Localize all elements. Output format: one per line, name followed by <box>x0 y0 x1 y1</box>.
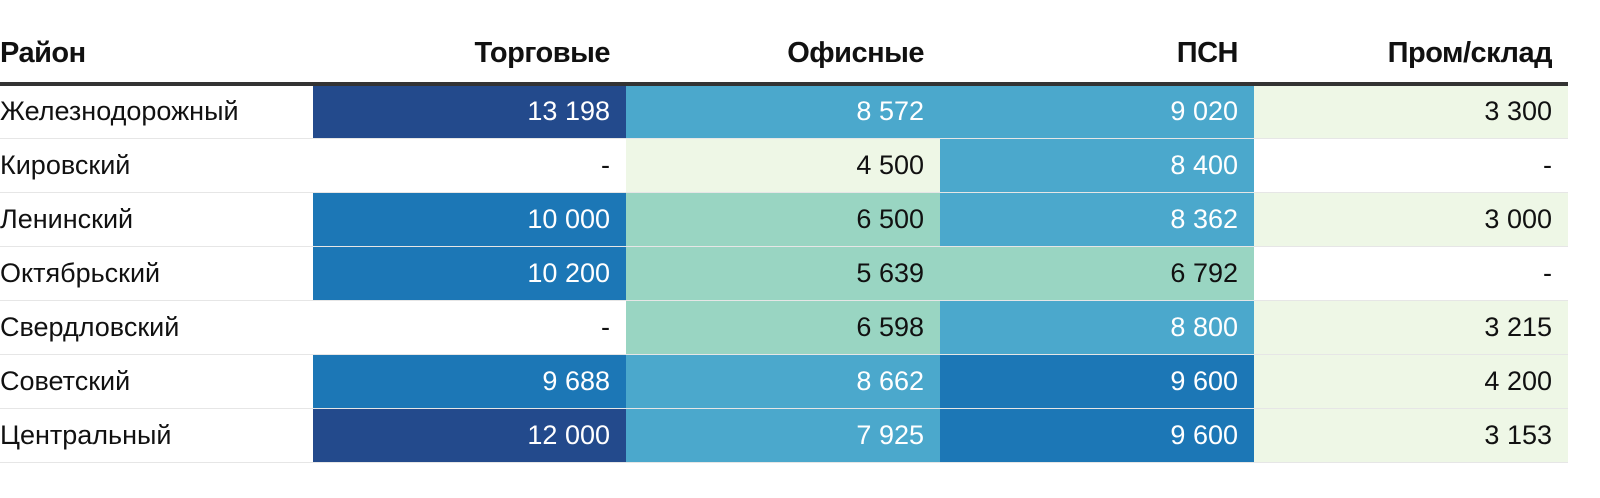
heat-cell: 12 000 <box>313 408 626 463</box>
table-row: Железнодорожный 13 198 8 572 9 020 3 300 <box>0 84 1568 139</box>
heat-cell: 3 215 <box>1254 300 1568 355</box>
row-label: Кировский <box>0 138 313 193</box>
table-row: Свердловский - 6 598 8 800 3 215 <box>0 300 1568 355</box>
heat-cell: - <box>1254 246 1568 301</box>
row-label: Свердловский <box>0 300 313 355</box>
heat-cell: 8 800 <box>940 300 1254 355</box>
table-row: Советский 9 688 8 662 9 600 4 200 <box>0 354 1568 409</box>
row-label: Октябрьский <box>0 246 313 301</box>
heat-cell: 8 662 <box>626 354 940 409</box>
column-header-office: Офисные <box>626 24 940 86</box>
row-label: Железнодорожный <box>0 84 313 139</box>
heat-cell: - <box>313 300 626 355</box>
heat-cell: 8 362 <box>940 192 1254 247</box>
heat-cell: 6 500 <box>626 192 940 247</box>
heat-cell: 8 400 <box>940 138 1254 193</box>
heat-cell: 8 572 <box>626 84 940 139</box>
table-body: Железнодорожный 13 198 8 572 9 020 3 300… <box>0 84 1568 463</box>
heat-cell: 4 200 <box>1254 354 1568 409</box>
heat-cell: 6 792 <box>940 246 1254 301</box>
heat-cell: - <box>313 138 626 193</box>
heat-cell: 3 000 <box>1254 192 1568 247</box>
heat-cell: 9 600 <box>940 354 1254 409</box>
heat-cell: 4 500 <box>626 138 940 193</box>
heat-cell: 5 639 <box>626 246 940 301</box>
table-row: Октябрьский 10 200 5 639 6 792 - <box>0 246 1568 301</box>
heat-cell: 9 600 <box>940 408 1254 463</box>
heat-cell: 3 153 <box>1254 408 1568 463</box>
heat-cell: 10 200 <box>313 246 626 301</box>
table-row: Ленинский 10 000 6 500 8 362 3 000 <box>0 192 1568 247</box>
heat-cell: 3 300 <box>1254 84 1568 139</box>
row-label: Центральный <box>0 408 313 463</box>
heat-cell: 6 598 <box>626 300 940 355</box>
column-header-psn: ПСН <box>940 24 1254 86</box>
heat-cell: 7 925 <box>626 408 940 463</box>
heat-cell: 9 020 <box>940 84 1254 139</box>
heat-cell: - <box>1254 138 1568 193</box>
row-label: Советский <box>0 354 313 409</box>
heat-cell: 13 198 <box>313 84 626 139</box>
table-row: Кировский - 4 500 8 400 - <box>0 138 1568 193</box>
heat-cell: 9 688 <box>313 354 626 409</box>
header-row: Район Торговые Офисные ПСН Пром/склад <box>0 24 1568 86</box>
column-header-retail: Торговые <box>313 24 626 86</box>
heatmap-table: Район Торговые Офисные ПСН Пром/склад Же… <box>0 24 1568 463</box>
heat-cell: 10 000 <box>313 192 626 247</box>
column-header-industrial: Пром/склад <box>1254 24 1568 86</box>
table-row: Центральный 12 000 7 925 9 600 3 153 <box>0 408 1568 463</box>
column-header-district: Район <box>0 24 313 86</box>
row-label: Ленинский <box>0 192 313 247</box>
